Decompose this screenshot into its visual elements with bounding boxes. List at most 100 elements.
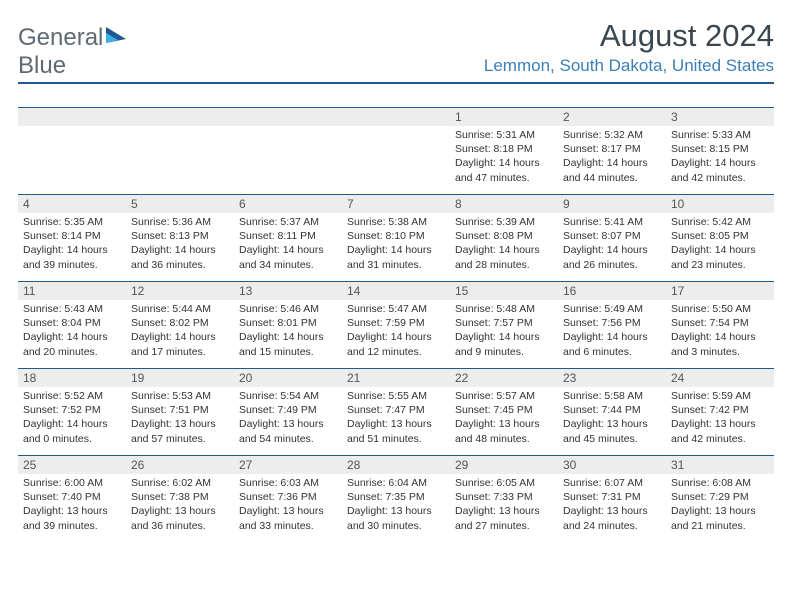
calendar-week-row: 25Sunrise: 6:00 AMSunset: 7:40 PMDayligh…	[18, 456, 774, 543]
day-number: 1	[450, 108, 558, 126]
day-number: 16	[558, 282, 666, 300]
logo-flag-icon	[106, 27, 128, 45]
day-details: Sunrise: 6:03 AMSunset: 7:36 PMDaylight:…	[234, 474, 342, 533]
weekday-header: Saturday	[666, 83, 774, 108]
calendar-day-cell: 4Sunrise: 5:35 AMSunset: 8:14 PMDaylight…	[18, 195, 126, 282]
month-title: August 2024	[484, 18, 774, 54]
day-details: Sunrise: 6:04 AMSunset: 7:35 PMDaylight:…	[342, 474, 450, 533]
calendar-week-row: 4Sunrise: 5:35 AMSunset: 8:14 PMDaylight…	[18, 195, 774, 282]
day-number: 26	[126, 456, 234, 474]
day-number: 4	[18, 195, 126, 213]
calendar-day-cell: 28Sunrise: 6:04 AMSunset: 7:35 PMDayligh…	[342, 456, 450, 543]
day-number: 3	[666, 108, 774, 126]
day-number: 29	[450, 456, 558, 474]
day-number: 25	[18, 456, 126, 474]
day-number: 24	[666, 369, 774, 387]
day-details: Sunrise: 5:59 AMSunset: 7:42 PMDaylight:…	[666, 387, 774, 446]
day-number: 21	[342, 369, 450, 387]
title-block: August 2024 Lemmon, South Dakota, United…	[484, 18, 774, 76]
calendar-day-cell: 18Sunrise: 5:52 AMSunset: 7:52 PMDayligh…	[18, 369, 126, 456]
day-details: Sunrise: 5:57 AMSunset: 7:45 PMDaylight:…	[450, 387, 558, 446]
day-details: Sunrise: 5:43 AMSunset: 8:04 PMDaylight:…	[18, 300, 126, 359]
day-details: Sunrise: 5:41 AMSunset: 8:07 PMDaylight:…	[558, 213, 666, 272]
day-details: Sunrise: 5:46 AMSunset: 8:01 PMDaylight:…	[234, 300, 342, 359]
calendar-body: 1Sunrise: 5:31 AMSunset: 8:18 PMDaylight…	[18, 108, 774, 543]
calendar-day-cell	[234, 108, 342, 195]
calendar-header-row: SundayMondayTuesdayWednesdayThursdayFrid…	[18, 83, 774, 108]
day-details: Sunrise: 6:05 AMSunset: 7:33 PMDaylight:…	[450, 474, 558, 533]
calendar-day-cell	[18, 108, 126, 195]
day-number: 10	[666, 195, 774, 213]
calendar-day-cell: 8Sunrise: 5:39 AMSunset: 8:08 PMDaylight…	[450, 195, 558, 282]
calendar-day-cell: 20Sunrise: 5:54 AMSunset: 7:49 PMDayligh…	[234, 369, 342, 456]
day-details: Sunrise: 6:02 AMSunset: 7:38 PMDaylight:…	[126, 474, 234, 533]
calendar-day-cell: 6Sunrise: 5:37 AMSunset: 8:11 PMDaylight…	[234, 195, 342, 282]
day-details: Sunrise: 5:38 AMSunset: 8:10 PMDaylight:…	[342, 213, 450, 272]
day-number: 5	[126, 195, 234, 213]
calendar-day-cell: 3Sunrise: 5:33 AMSunset: 8:15 PMDaylight…	[666, 108, 774, 195]
day-number-empty	[126, 108, 234, 126]
calendar-week-row: 1Sunrise: 5:31 AMSunset: 8:18 PMDaylight…	[18, 108, 774, 195]
day-details: Sunrise: 5:53 AMSunset: 7:51 PMDaylight:…	[126, 387, 234, 446]
day-details: Sunrise: 5:31 AMSunset: 8:18 PMDaylight:…	[450, 126, 558, 185]
calendar-day-cell: 17Sunrise: 5:50 AMSunset: 7:54 PMDayligh…	[666, 282, 774, 369]
weekday-header: Monday	[126, 83, 234, 108]
calendar-day-cell: 30Sunrise: 6:07 AMSunset: 7:31 PMDayligh…	[558, 456, 666, 543]
day-number: 14	[342, 282, 450, 300]
calendar-day-cell: 11Sunrise: 5:43 AMSunset: 8:04 PMDayligh…	[18, 282, 126, 369]
calendar-day-cell	[342, 108, 450, 195]
calendar-table: SundayMondayTuesdayWednesdayThursdayFrid…	[18, 82, 774, 543]
calendar-day-cell: 19Sunrise: 5:53 AMSunset: 7:51 PMDayligh…	[126, 369, 234, 456]
day-number: 20	[234, 369, 342, 387]
calendar-day-cell: 14Sunrise: 5:47 AMSunset: 7:59 PMDayligh…	[342, 282, 450, 369]
calendar-day-cell: 7Sunrise: 5:38 AMSunset: 8:10 PMDaylight…	[342, 195, 450, 282]
weekday-header: Tuesday	[234, 83, 342, 108]
day-number: 31	[666, 456, 774, 474]
day-number-empty	[18, 108, 126, 126]
day-details: Sunrise: 5:49 AMSunset: 7:56 PMDaylight:…	[558, 300, 666, 359]
calendar-day-cell: 13Sunrise: 5:46 AMSunset: 8:01 PMDayligh…	[234, 282, 342, 369]
day-details: Sunrise: 6:08 AMSunset: 7:29 PMDaylight:…	[666, 474, 774, 533]
calendar-day-cell: 15Sunrise: 5:48 AMSunset: 7:57 PMDayligh…	[450, 282, 558, 369]
calendar-day-cell: 29Sunrise: 6:05 AMSunset: 7:33 PMDayligh…	[450, 456, 558, 543]
day-details: Sunrise: 5:52 AMSunset: 7:52 PMDaylight:…	[18, 387, 126, 446]
day-details: Sunrise: 5:44 AMSunset: 8:02 PMDaylight:…	[126, 300, 234, 359]
day-number: 8	[450, 195, 558, 213]
location-text: Lemmon, South Dakota, United States	[484, 56, 774, 76]
calendar-day-cell: 10Sunrise: 5:42 AMSunset: 8:05 PMDayligh…	[666, 195, 774, 282]
calendar-day-cell: 25Sunrise: 6:00 AMSunset: 7:40 PMDayligh…	[18, 456, 126, 543]
day-details: Sunrise: 5:54 AMSunset: 7:49 PMDaylight:…	[234, 387, 342, 446]
day-number: 7	[342, 195, 450, 213]
calendar-week-row: 18Sunrise: 5:52 AMSunset: 7:52 PMDayligh…	[18, 369, 774, 456]
calendar-day-cell: 31Sunrise: 6:08 AMSunset: 7:29 PMDayligh…	[666, 456, 774, 543]
day-number: 6	[234, 195, 342, 213]
day-number: 23	[558, 369, 666, 387]
day-number: 22	[450, 369, 558, 387]
day-number: 19	[126, 369, 234, 387]
day-number: 11	[18, 282, 126, 300]
header: General August 2024 Lemmon, South Dakota…	[18, 18, 774, 76]
day-details: Sunrise: 5:42 AMSunset: 8:05 PMDaylight:…	[666, 213, 774, 272]
day-number: 15	[450, 282, 558, 300]
calendar-day-cell: 24Sunrise: 5:59 AMSunset: 7:42 PMDayligh…	[666, 369, 774, 456]
day-number: 17	[666, 282, 774, 300]
day-number: 13	[234, 282, 342, 300]
day-details: Sunrise: 5:39 AMSunset: 8:08 PMDaylight:…	[450, 213, 558, 272]
day-details: Sunrise: 5:48 AMSunset: 7:57 PMDaylight:…	[450, 300, 558, 359]
day-details: Sunrise: 5:35 AMSunset: 8:14 PMDaylight:…	[18, 213, 126, 272]
day-details: Sunrise: 5:58 AMSunset: 7:44 PMDaylight:…	[558, 387, 666, 446]
calendar-day-cell: 22Sunrise: 5:57 AMSunset: 7:45 PMDayligh…	[450, 369, 558, 456]
day-details: Sunrise: 5:36 AMSunset: 8:13 PMDaylight:…	[126, 213, 234, 272]
calendar-day-cell: 27Sunrise: 6:03 AMSunset: 7:36 PMDayligh…	[234, 456, 342, 543]
calendar-day-cell: 16Sunrise: 5:49 AMSunset: 7:56 PMDayligh…	[558, 282, 666, 369]
day-number: 12	[126, 282, 234, 300]
calendar-day-cell	[126, 108, 234, 195]
weekday-header: Sunday	[18, 83, 126, 108]
weekday-header: Thursday	[450, 83, 558, 108]
calendar-day-cell: 1Sunrise: 5:31 AMSunset: 8:18 PMDaylight…	[450, 108, 558, 195]
calendar-day-cell: 26Sunrise: 6:02 AMSunset: 7:38 PMDayligh…	[126, 456, 234, 543]
logo-text-blue: Blue	[18, 52, 66, 80]
day-details: Sunrise: 5:50 AMSunset: 7:54 PMDaylight:…	[666, 300, 774, 359]
day-details: Sunrise: 6:00 AMSunset: 7:40 PMDaylight:…	[18, 474, 126, 533]
weekday-header: Wednesday	[342, 83, 450, 108]
